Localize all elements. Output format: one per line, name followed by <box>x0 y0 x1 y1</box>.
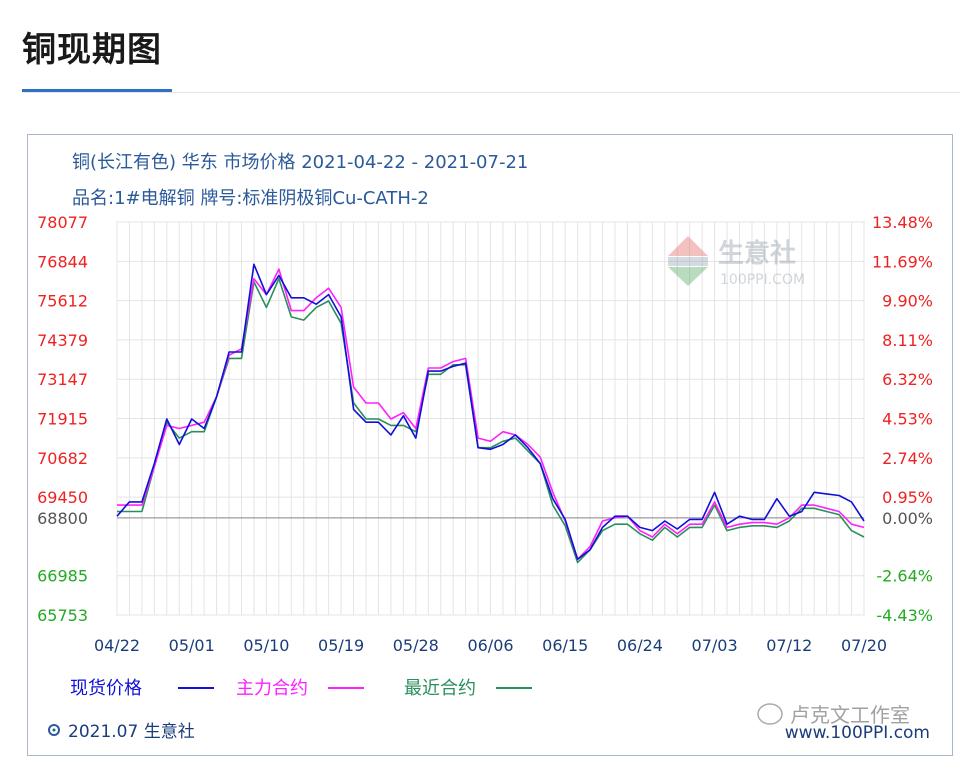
footer-website: www.100PPI.com <box>785 723 930 743</box>
x-tick-label: 07/12 <box>766 636 812 655</box>
logo-up-triangle <box>668 236 708 256</box>
y-axis-left-ticks: 78077 76844 75612 74379 73147 71915 70682 69450… <box>37 213 88 625</box>
footer-bullet-icon <box>48 724 60 736</box>
chart-header-line2: 品名:1#电解铜 牌号:标准阴极铜Cu-CATH-2 <box>72 188 429 209</box>
y-tick-label-left: 66985 <box>37 567 88 586</box>
y-tick-label-left: 76844 <box>37 252 88 271</box>
series-lines <box>116 263 865 564</box>
series-line-recent-contract <box>117 277 865 564</box>
legend-label: 现货价格 <box>70 678 142 699</box>
page-title: 铜现期图 <box>22 30 162 70</box>
x-tick-label: 05/01 <box>169 636 215 655</box>
watermark-brand: 生意社 <box>718 238 796 269</box>
y-tick-label-right: 0.00% <box>882 509 933 528</box>
wechat-icon <box>757 703 783 725</box>
x-tick-label: 07/20 <box>841 636 887 655</box>
y-tick-label-right: 2.74% <box>882 449 933 468</box>
x-axis-ticks: 04/22 05/01 05/10 05/19 05/28 06/06 06/15 06/24… <box>94 636 887 655</box>
y-tick-label-left: 74379 <box>37 331 88 350</box>
x-tick-label: 06/24 <box>617 636 663 655</box>
y-tick-label-left: 68800 <box>37 509 88 528</box>
x-tick-label: 04/22 <box>94 636 140 655</box>
y-tick-label-right: 6.32% <box>882 370 933 389</box>
y-tick-label-right: 0.95% <box>882 488 933 507</box>
y-axis-right-ticks: 13.48% 11.69% 9.90% 8.11% 6.32% 4.53% 2.74% 0.9… <box>872 213 933 625</box>
y-tick-label-right: -2.64% <box>876 567 933 586</box>
y-tick-label-right: -4.43% <box>876 606 933 625</box>
logo-down-triangle <box>668 267 708 286</box>
y-tick-label-left: 69450 <box>37 488 88 507</box>
x-tick-label: 05/10 <box>243 636 289 655</box>
y-tick-label-left: 70682 <box>37 449 88 468</box>
y-tick-label-left: 71915 <box>37 410 88 429</box>
footer-date-label: 2021.07 生意社 <box>68 722 195 742</box>
x-tick-label: 07/03 <box>692 636 738 655</box>
legend: 现货价格 主力合约 最近合约 <box>70 678 532 699</box>
x-tick-label: 06/06 <box>467 636 513 655</box>
wechat-watermark: 卢克文工作室 <box>757 703 910 727</box>
x-tick-label: 06/15 <box>542 636 588 655</box>
grid-lines <box>116 221 865 616</box>
y-tick-label-left: 78077 <box>37 213 88 232</box>
wechat-account-label: 卢克文工作室 <box>790 703 910 727</box>
legend-label: 最近合约 <box>404 678 476 699</box>
y-tick-label-left: 75612 <box>37 292 88 311</box>
logo-band <box>668 257 708 266</box>
y-tick-label-right: 11.69% <box>872 252 933 271</box>
chart-header-line1: 铜(长江有色) 华东 市场价格 2021-04-22 - 2021-07-21 <box>72 152 528 173</box>
y-tick-label-right: 9.90% <box>882 292 933 311</box>
y-tick-label-left: 73147 <box>37 370 88 389</box>
y-tick-label-right: 4.53% <box>882 410 933 429</box>
x-tick-label: 05/19 <box>318 636 364 655</box>
y-tick-label-left: 65753 <box>37 606 88 625</box>
x-tick-label: 05/28 <box>393 636 439 655</box>
title-divider <box>22 92 960 93</box>
y-tick-label-right: 13.48% <box>872 213 933 232</box>
title-underline <box>22 89 172 92</box>
series-line-spot <box>116 263 865 561</box>
y-tick-label-right: 8.11% <box>882 331 933 350</box>
watermark-site: 100PPI.COM <box>720 272 805 288</box>
footer-bullet-dot <box>52 728 56 732</box>
watermark-logo: 生意社 100PPI.COM <box>668 236 805 288</box>
legend-label: 主力合约 <box>236 678 308 699</box>
